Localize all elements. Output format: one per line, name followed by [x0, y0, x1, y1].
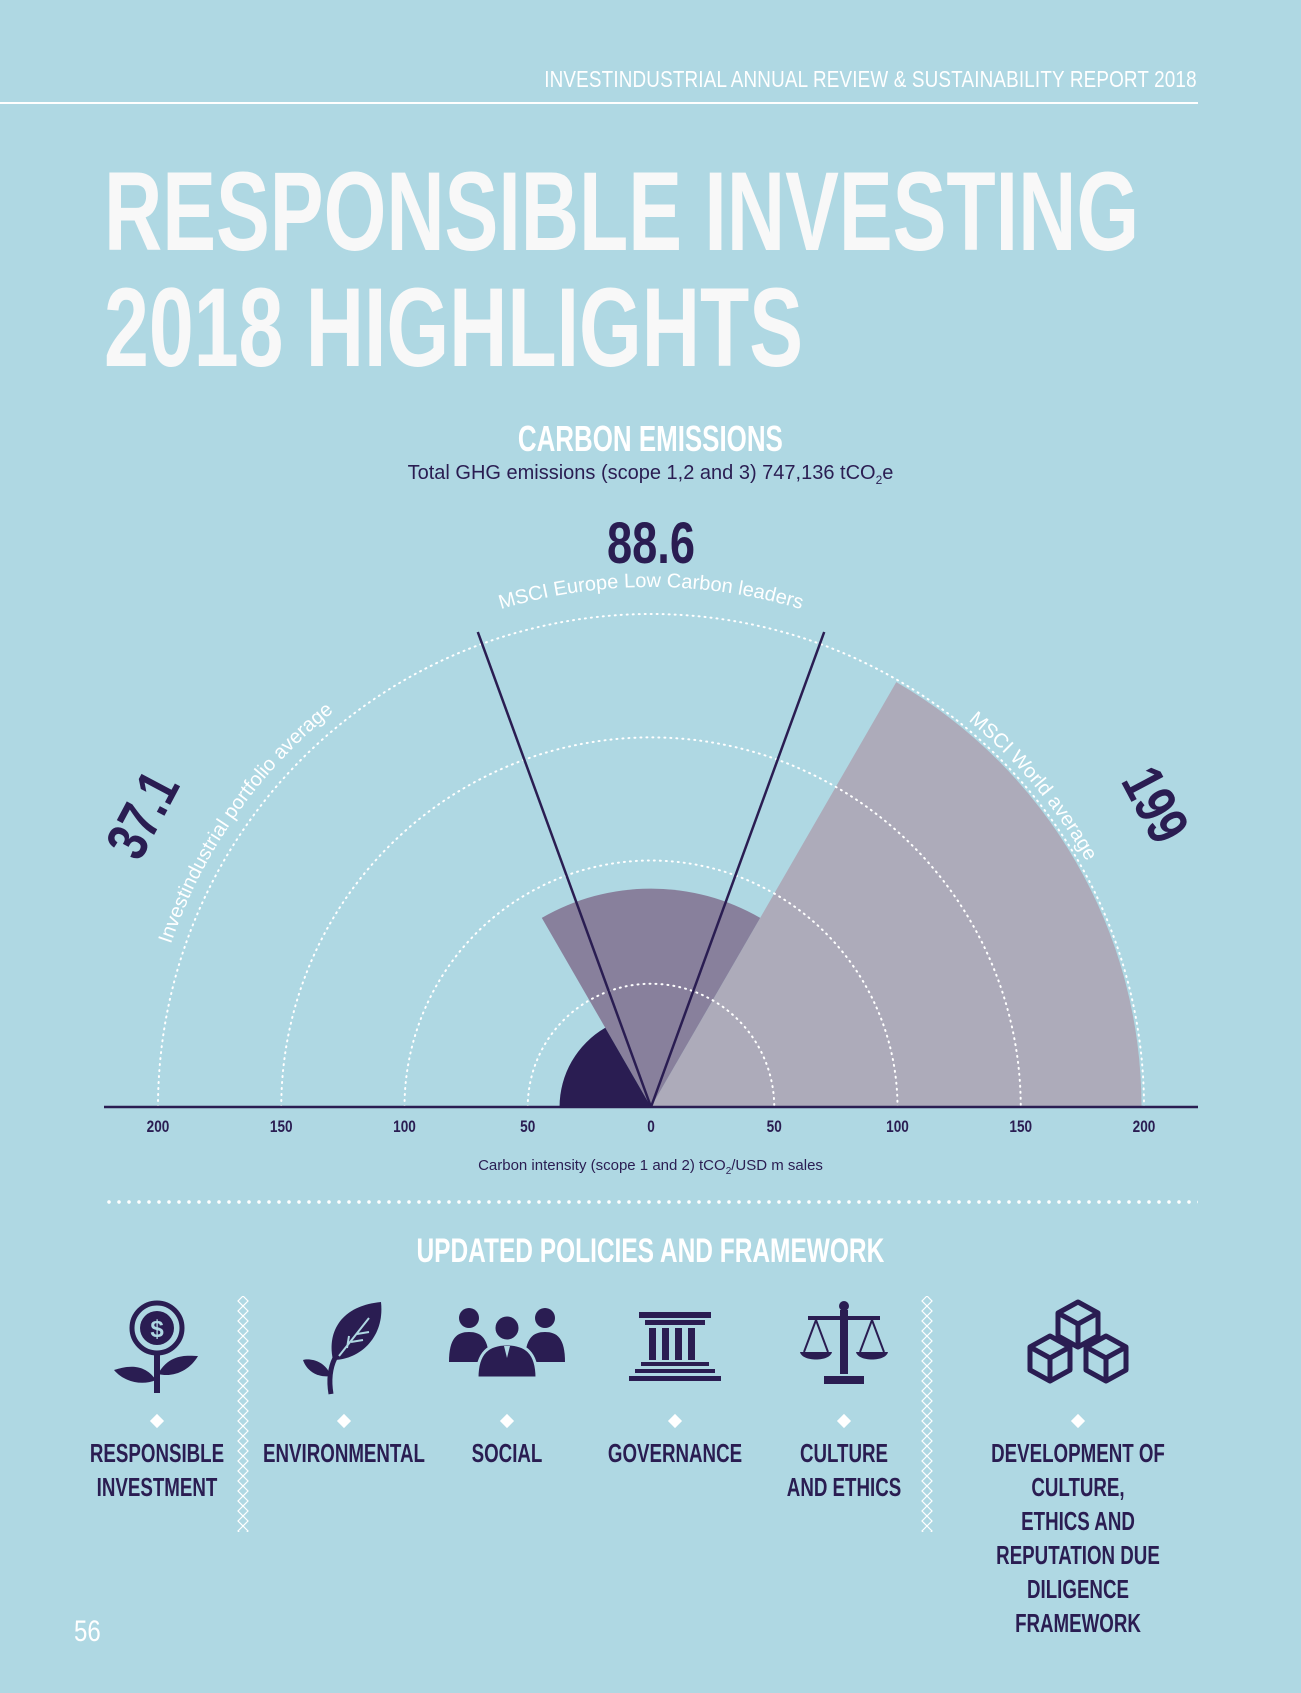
boundary-line-right	[649, 631, 826, 1108]
carbon-intensity-chart: 200 150 100 50 0 50 100 150 200 MSCI Europe Low C…	[94, 512, 1201, 1137]
policy-label: SOCIAL	[471, 1438, 543, 1468]
diamond-marker	[499, 1413, 515, 1429]
axis-caption: Carbon intensity (scope 1 and 2) tCO2/US…	[0, 1157, 1301, 1177]
diamond-marker	[667, 1413, 683, 1429]
label-arc-guide	[152, 668, 398, 1019]
policy-responsible-investment: $ RESPONSIBLE INVESTMENT	[27, 1298, 287, 1502]
page-title-line-1: RESPONSIBLE INVESTING	[104, 149, 1140, 274]
zigzag-pattern	[237, 1296, 249, 1532]
msci-europe-low-carbon-sector	[541, 888, 761, 1107]
people-group-icon	[449, 1308, 565, 1380]
leaf-icon	[303, 1302, 382, 1395]
axis-tick-label: 50	[767, 1118, 782, 1137]
page-number: 56	[74, 1615, 101, 1648]
axis-tick-label: 150	[1009, 1118, 1032, 1137]
series-name-msci-europe: MSCI Europe Low Carbon leaders	[496, 570, 806, 614]
value-label-investindustrial: 37.1	[94, 761, 192, 869]
scales-icon	[800, 1301, 888, 1384]
subtitle-subscript: 2	[875, 473, 883, 487]
carbon-emissions-heading: CARBON EMISSIONS	[517, 418, 783, 459]
axis-tick-label: 150	[270, 1118, 293, 1137]
header-divider	[0, 102, 1198, 104]
policy-label: DEVELOPMENT OF CULTURE, ETHICS AND REPUT…	[991, 1438, 1165, 1638]
msci-world-average-sector	[651, 682, 1142, 1107]
reference-ring-150	[280, 736, 1022, 1108]
policy-label: GOVERNANCE	[607, 1438, 743, 1468]
policy-culture-ethics: CULTURE AND ETHICS	[714, 1298, 974, 1502]
label-arc-guide	[391, 587, 911, 657]
carbon-emissions-subtitle: Total GHG emissions (scope 1,2 and 3) 74…	[0, 462, 1301, 487]
boundary-line-left	[476, 631, 653, 1108]
axis-tick-label: 100	[393, 1118, 416, 1137]
policy-label: RESPONSIBLE INVESTMENT	[89, 1438, 225, 1502]
flower-dollar-icon: $	[114, 1300, 198, 1393]
divider-zigzag-right	[921, 1296, 933, 1532]
reference-ring-100	[403, 859, 899, 1108]
axis-tick-label: 100	[886, 1118, 909, 1137]
policy-governance: GOVERNANCE	[545, 1298, 805, 1468]
series-name-investindustrial: Investindustrial portfolio average	[155, 698, 337, 946]
axis-caption-text: Carbon intensity (scope 1 and 2) tCO	[478, 1157, 726, 1174]
zigzag-pattern	[921, 1296, 933, 1532]
policy-label: CULTURE AND ETHICS	[786, 1438, 902, 1502]
page-title-line-2: 2018 HIGHLIGHTS	[104, 265, 804, 390]
value-label-msci-world: 199	[1108, 757, 1201, 854]
svg-text:$: $	[150, 1316, 164, 1343]
investindustrial-portfolio-sector	[559, 1027, 651, 1107]
report-header-title: INVESTINDUSTRIAL ANNUAL REVIEW & SUSTAIN…	[544, 66, 1197, 92]
axis-tick-label: 200	[1133, 1118, 1156, 1137]
policy-environmental: ENVIRONMENTAL	[214, 1298, 474, 1468]
subtitle-suffix: e	[882, 462, 894, 484]
section-separator	[104, 1200, 1198, 1204]
axis-caption-suffix: /USD m sales	[731, 1157, 823, 1174]
reference-ring-200	[157, 613, 1145, 1108]
cubes-icon	[1027, 1299, 1129, 1384]
policy-label: ENVIRONMENTAL	[263, 1438, 425, 1468]
policy-due-diligence-framework: DEVELOPMENT OF CULTURE, ETHICS AND REPUT…	[928, 1298, 1228, 1638]
diamond-marker	[336, 1413, 352, 1429]
reference-ring-50	[526, 982, 776, 1108]
institution-building-icon	[629, 1312, 721, 1381]
value-label-msci-europe: 88.6	[607, 512, 695, 577]
diamond-marker	[1070, 1413, 1086, 1429]
policies-heading: UPDATED POLICIES AND FRAMEWORK	[416, 1232, 885, 1270]
axis-tick-label: 200	[147, 1118, 170, 1137]
diamond-marker	[149, 1413, 165, 1429]
subtitle-text: Total GHG emissions (scope 1,2 and 3) 74…	[407, 462, 876, 484]
axis-caption-subscript: 2	[725, 1166, 732, 1177]
diamond-marker	[836, 1413, 852, 1429]
policy-social: SOCIAL	[377, 1298, 637, 1468]
divider-zigzag-left	[237, 1296, 249, 1532]
axis-tick-label: 50	[520, 1118, 535, 1137]
axis-tick-label: 0	[647, 1118, 655, 1137]
